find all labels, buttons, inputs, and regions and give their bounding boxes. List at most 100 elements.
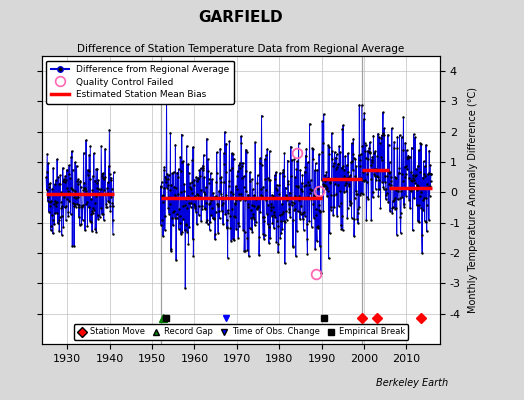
Point	[279, 208, 287, 215]
Point	[48, 212, 56, 218]
Point	[70, 194, 78, 200]
Point	[186, 184, 194, 190]
Point	[235, 160, 244, 166]
Point	[236, 191, 245, 197]
Point	[94, 177, 103, 184]
Point	[383, 173, 391, 179]
Point	[45, 209, 53, 215]
Point	[423, 180, 432, 187]
Point	[316, 209, 324, 215]
Point	[162, 179, 170, 185]
Point	[168, 170, 177, 177]
Point	[205, 200, 213, 207]
Point	[203, 136, 211, 142]
Point	[49, 165, 58, 171]
Point	[285, 208, 293, 215]
Point	[80, 150, 88, 156]
Point	[425, 192, 434, 199]
Point	[403, 166, 411, 172]
Point	[161, 173, 170, 180]
Point	[310, 214, 318, 221]
Point	[327, 204, 335, 210]
Point	[62, 203, 70, 210]
Point	[332, 191, 341, 197]
Point	[68, 148, 76, 154]
Point	[303, 236, 311, 242]
Point	[407, 144, 416, 151]
Point	[279, 166, 288, 173]
Point	[188, 157, 196, 163]
Point	[91, 226, 100, 232]
Point	[410, 172, 419, 179]
Point	[171, 214, 179, 221]
Point	[193, 178, 201, 184]
Point	[408, 227, 417, 234]
Point	[282, 192, 290, 198]
Point	[295, 193, 303, 200]
Point	[254, 172, 262, 178]
Point	[356, 163, 364, 170]
Point	[271, 214, 279, 220]
Point	[64, 209, 72, 215]
Point	[85, 217, 94, 224]
Point	[253, 205, 261, 212]
Point	[289, 217, 297, 223]
Point	[72, 163, 81, 169]
Point	[211, 209, 220, 215]
Point	[307, 196, 315, 202]
Point	[44, 160, 52, 167]
Point	[95, 190, 103, 197]
Point	[311, 167, 319, 173]
Point	[369, 166, 378, 172]
Point	[265, 240, 273, 246]
Point	[53, 198, 62, 205]
Point	[386, 169, 395, 175]
Point	[324, 255, 333, 262]
Point	[316, 270, 325, 276]
Point	[108, 230, 117, 237]
Point	[273, 218, 281, 224]
Point	[329, 212, 337, 218]
Point	[344, 150, 352, 156]
Point	[331, 180, 340, 187]
Point	[192, 190, 201, 197]
Point	[95, 190, 104, 197]
Point	[57, 205, 66, 211]
Point	[190, 182, 199, 188]
Point	[405, 196, 413, 203]
Point	[71, 200, 80, 207]
Point	[101, 174, 109, 180]
Point	[358, 191, 367, 197]
Point	[200, 152, 208, 158]
Point	[289, 206, 298, 213]
Point	[409, 172, 417, 178]
Point	[83, 191, 91, 198]
Point	[218, 202, 226, 208]
Point	[282, 216, 291, 223]
Point	[182, 196, 190, 202]
Point	[203, 220, 212, 227]
Point	[260, 232, 269, 238]
Point	[76, 178, 84, 185]
Point	[75, 204, 83, 210]
Point	[110, 169, 118, 176]
Point	[204, 168, 212, 174]
Point	[101, 191, 110, 197]
Point	[375, 186, 383, 192]
Point	[272, 182, 281, 188]
Point	[280, 218, 288, 224]
Point	[362, 217, 370, 223]
Point	[79, 187, 88, 193]
Point	[81, 186, 90, 192]
Point	[106, 208, 115, 214]
Point	[216, 146, 224, 152]
Point	[209, 194, 217, 200]
Point	[381, 172, 389, 179]
Point	[89, 210, 97, 216]
Point	[334, 182, 342, 188]
Point	[277, 218, 286, 224]
Point	[249, 211, 257, 218]
Point	[267, 201, 275, 207]
Point	[299, 209, 308, 216]
Point	[299, 216, 307, 222]
